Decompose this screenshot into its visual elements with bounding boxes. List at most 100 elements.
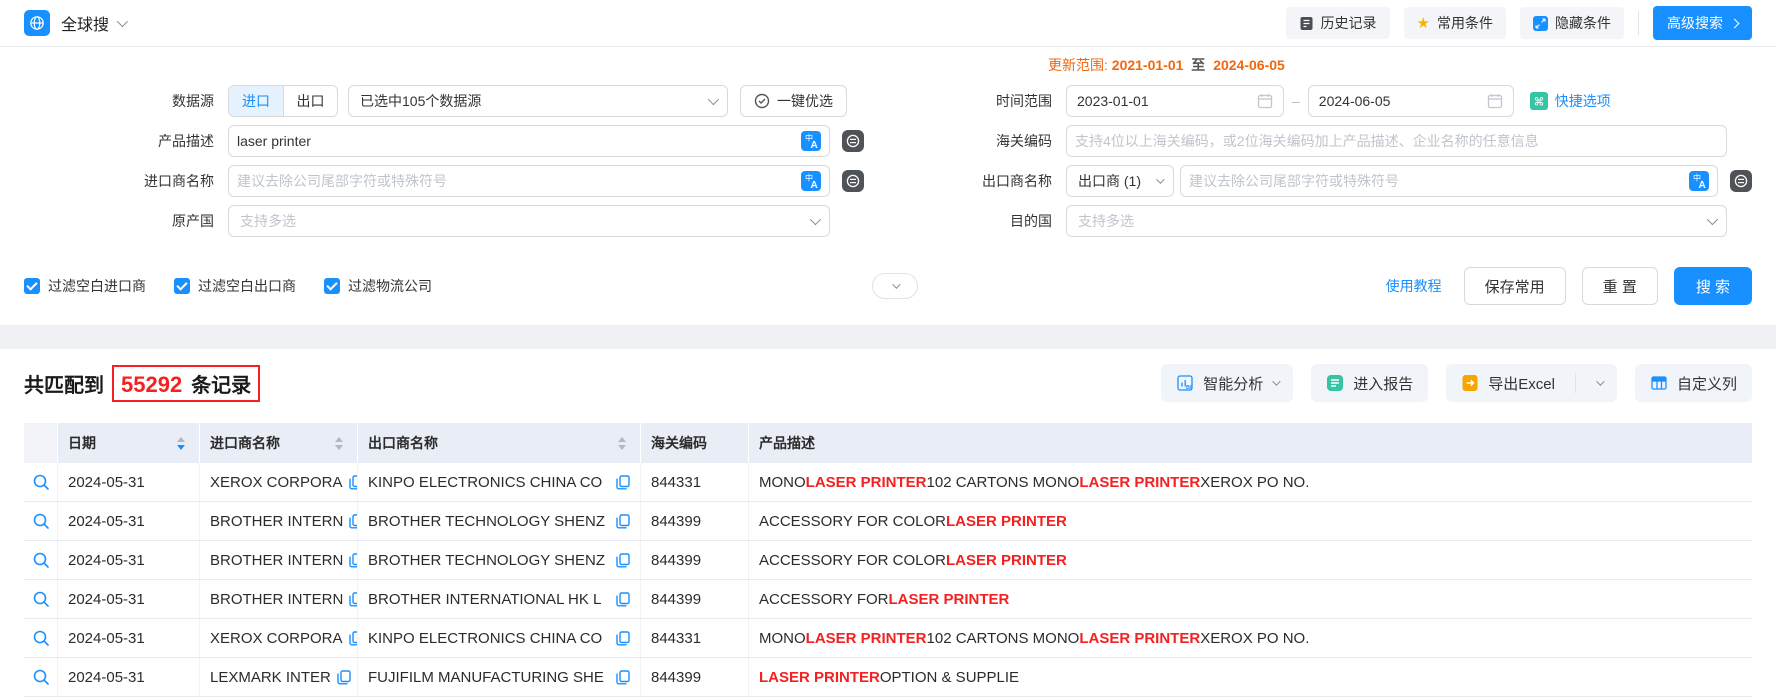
- checkbox-checked-icon: [24, 278, 40, 294]
- hide-conditions-button[interactable]: 隐藏条件: [1520, 7, 1624, 39]
- header-importer[interactable]: 进口商名称: [200, 423, 358, 463]
- word-expand-icon[interactable]: [842, 130, 864, 152]
- row-exporter: BROTHER TECHNOLOGY SHENZ: [358, 502, 641, 540]
- copy-icon[interactable]: [349, 591, 357, 607]
- product-desc-input[interactable]: [237, 133, 795, 149]
- end-date-input[interactable]: 2024-06-05: [1307, 85, 1514, 117]
- sort-icons[interactable]: [177, 436, 185, 450]
- advanced-search-button[interactable]: 高级搜索: [1653, 6, 1752, 40]
- filter-logistics-label: 过滤物流公司: [348, 278, 432, 294]
- search-form: 更新范围: 2021-01-01 至 2024-06-05 数据源 进口 出口 …: [0, 47, 1776, 325]
- update-range: 更新范围: 2021-01-01 至 2024-06-05: [1048, 55, 1285, 75]
- copy-icon[interactable]: [616, 591, 630, 607]
- chevron-down-icon: [1706, 213, 1719, 226]
- hs-code-label: 海关编码: [996, 133, 1052, 149]
- copy-icon[interactable]: [616, 513, 630, 529]
- row-product-desc: MONO LASER PRINTER 102 CARTONS MONO LASE…: [759, 629, 1310, 647]
- copy-icon[interactable]: [616, 552, 630, 568]
- filter-blank-exporter-checkbox[interactable]: 过滤空白出口商: [174, 276, 296, 296]
- check-circle-icon: [754, 93, 770, 109]
- row-hs-code: 844399: [641, 658, 749, 696]
- destination-country-select[interactable]: 支持多选: [1066, 205, 1727, 237]
- update-range-end: 2024-06-05: [1213, 57, 1285, 73]
- exporter-type-select[interactable]: 出口商 (1): [1066, 165, 1174, 197]
- row-detail-search-icon[interactable]: [24, 463, 58, 501]
- destination-country-placeholder: 支持多选: [1078, 213, 1134, 229]
- favorites-button-label: 常用条件: [1437, 15, 1493, 31]
- one-click-optimize-button[interactable]: 一键优选: [740, 85, 847, 117]
- row-detail-search-icon[interactable]: [24, 619, 58, 657]
- save-conditions-button[interactable]: 保存常用: [1463, 267, 1566, 305]
- row-importer: BROTHER INTERN: [200, 541, 358, 579]
- favorites-button[interactable]: ★ 常用条件: [1403, 7, 1506, 39]
- header-exporter[interactable]: 出口商名称: [358, 423, 641, 463]
- copy-icon[interactable]: [348, 630, 357, 646]
- word-expand-icon[interactable]: [1730, 170, 1752, 192]
- title-chevron-down-icon[interactable]: [116, 15, 129, 28]
- customize-columns-button[interactable]: 自定义列: [1634, 364, 1752, 402]
- row-detail-search-icon[interactable]: [24, 502, 58, 540]
- exporter-type-value: 出口商 (1): [1078, 173, 1141, 189]
- sort-icons[interactable]: [335, 436, 343, 450]
- exporter-input[interactable]: [1189, 173, 1683, 189]
- copy-icon[interactable]: [616, 630, 630, 646]
- collapse-form-button[interactable]: [872, 273, 918, 299]
- row-detail-search-icon[interactable]: [24, 580, 58, 618]
- copy-icon[interactable]: [348, 474, 357, 490]
- import-toggle[interactable]: 进口: [229, 86, 283, 116]
- filter-blank-importer-checkbox[interactable]: 过滤空白进口商: [24, 276, 146, 296]
- filter-blank-exporter-label: 过滤空白出口商: [198, 278, 296, 294]
- sort-icons[interactable]: [618, 436, 626, 450]
- copy-icon[interactable]: [337, 669, 351, 685]
- row-exporter: FUJIFILM MANUFACTURING SHE: [358, 658, 641, 696]
- copy-icon[interactable]: [349, 513, 357, 529]
- origin-country-select[interactable]: 支持多选: [228, 205, 830, 237]
- data-source-select[interactable]: 已选中105个数据源: [348, 85, 728, 117]
- header-date[interactable]: 日期: [58, 423, 200, 463]
- table-header-row: 日期 进口商名称 出口商名称 海关编码 产品描述: [24, 423, 1752, 463]
- calendar-icon: [1487, 94, 1502, 109]
- chevron-right-icon: [1729, 18, 1740, 28]
- exporter-inputbox: 中A: [1180, 165, 1718, 197]
- start-date-input[interactable]: 2023-01-01: [1066, 85, 1284, 117]
- export-excel-button[interactable]: 导出Excel: [1446, 364, 1617, 402]
- chevron-down-icon[interactable]: [1596, 377, 1605, 386]
- smart-analysis-button[interactable]: BI 智能分析: [1161, 364, 1294, 402]
- word-expand-icon[interactable]: [842, 170, 864, 192]
- end-date-value: 2024-06-05: [1318, 93, 1391, 109]
- update-range-start: 2021-01-01: [1111, 57, 1184, 73]
- data-source-label: 数据源: [172, 93, 214, 109]
- row-hs-code: 844399: [641, 580, 749, 618]
- copy-icon[interactable]: [349, 552, 357, 568]
- export-toggle[interactable]: 出口: [283, 86, 337, 116]
- table-row: 2024-05-31 LEXMARK INTER FUJIFILM MANUFACT…: [24, 658, 1752, 697]
- row-product-desc: MONO LASER PRINTER 102 CARTONS MONO LASE…: [759, 473, 1310, 491]
- row-date: 2024-05-31: [58, 463, 200, 501]
- row-product-desc: ACCESSORY FOR COLOR LASER PRINTER: [759, 551, 1067, 569]
- row-detail-search-icon[interactable]: [24, 658, 58, 696]
- row-hs-code: 844399: [641, 541, 749, 579]
- row-detail-search-icon[interactable]: [24, 541, 58, 579]
- copy-icon[interactable]: [616, 474, 630, 490]
- importer-input[interactable]: [237, 173, 795, 189]
- history-button[interactable]: 历史记录: [1285, 7, 1390, 39]
- row-product-desc: LASER PRINTER OPTION & SUPPLIE: [759, 668, 1020, 686]
- tutorial-link[interactable]: 使用教程: [1385, 278, 1442, 294]
- quick-options-link[interactable]: ⌘ 快捷选项: [1529, 91, 1611, 111]
- importer-label: 进口商名称: [144, 173, 214, 189]
- copy-icon[interactable]: [616, 669, 630, 685]
- enter-report-label: 进入报告: [1353, 375, 1414, 393]
- filter-logistics-checkbox[interactable]: 过滤物流公司: [324, 276, 432, 296]
- date-range-dash: –: [1292, 93, 1300, 109]
- header-product-desc: 产品描述: [759, 435, 815, 451]
- enter-report-button[interactable]: 进入报告: [1311, 364, 1429, 402]
- reset-button[interactable]: 重 置: [1581, 267, 1658, 305]
- hs-code-input[interactable]: [1075, 133, 1718, 149]
- history-icon: [1299, 16, 1314, 31]
- svg-text:BI: BI: [1186, 385, 1192, 391]
- search-button[interactable]: 搜 索: [1673, 267, 1752, 305]
- checkbox-checked-icon: [174, 278, 190, 294]
